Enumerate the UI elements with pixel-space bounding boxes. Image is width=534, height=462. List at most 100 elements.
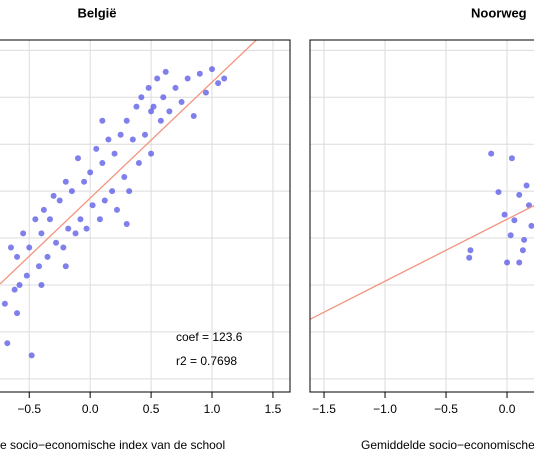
x-tick-label: −0.5	[17, 402, 41, 416]
point	[516, 259, 523, 266]
point	[56, 197, 63, 204]
point	[77, 216, 84, 223]
point	[53, 239, 60, 246]
point	[148, 108, 155, 115]
point	[148, 150, 155, 157]
point	[14, 253, 21, 260]
point	[172, 84, 179, 91]
point	[62, 178, 69, 185]
point	[507, 232, 514, 239]
point	[221, 75, 228, 82]
point	[209, 66, 216, 73]
point	[166, 108, 173, 115]
x-tick-label: −0.5	[434, 402, 458, 416]
point	[190, 113, 197, 120]
point	[523, 182, 530, 189]
point	[105, 136, 112, 143]
point	[202, 89, 209, 96]
x-tick-label: 1.5	[265, 402, 282, 416]
point	[162, 68, 169, 75]
point	[44, 253, 51, 260]
point	[501, 211, 508, 218]
point	[488, 150, 495, 157]
chart-title: België	[77, 5, 116, 20]
point	[126, 188, 133, 195]
point	[4, 340, 11, 347]
point	[14, 310, 21, 317]
point	[160, 94, 167, 101]
plot-area	[0, 40, 290, 392]
point	[74, 155, 81, 162]
point	[508, 155, 515, 162]
annotation: r2 = 0.7698	[176, 354, 237, 368]
point	[113, 206, 120, 213]
point	[516, 191, 523, 198]
plot-border	[0, 39, 291, 393]
point	[16, 281, 23, 288]
point	[23, 272, 30, 279]
point	[28, 352, 35, 359]
x-tick-label: −1.0	[373, 402, 397, 416]
point	[511, 217, 518, 224]
point	[135, 159, 142, 166]
point	[528, 222, 534, 229]
point	[72, 230, 79, 237]
plot-border	[309, 39, 534, 393]
x-axis-label: e socio−economische index van de school	[0, 438, 225, 452]
chart-title: Noorweg	[471, 5, 527, 20]
point	[46, 216, 53, 223]
point	[50, 192, 57, 199]
point	[117, 131, 124, 138]
point	[62, 263, 69, 270]
annotation: coef = 123.6	[176, 330, 243, 344]
point	[215, 80, 222, 87]
point	[495, 189, 502, 196]
point	[123, 220, 130, 227]
point	[467, 247, 474, 254]
point	[26, 244, 33, 251]
point	[35, 263, 42, 270]
point	[65, 225, 72, 232]
point	[178, 98, 185, 105]
point	[83, 225, 90, 232]
point	[145, 84, 152, 91]
point	[466, 254, 473, 261]
point	[89, 202, 96, 209]
x-tick-label: 0.5	[143, 402, 160, 416]
point	[87, 169, 94, 176]
point	[99, 117, 106, 124]
point	[157, 117, 164, 124]
x-tick-label: 0.0	[82, 402, 99, 416]
point	[133, 103, 140, 110]
point	[32, 216, 39, 223]
point	[38, 281, 45, 288]
point	[96, 216, 103, 223]
point	[101, 197, 108, 204]
point	[111, 150, 118, 157]
x-tick-label: 0.0	[499, 402, 516, 416]
point	[7, 244, 14, 251]
point	[38, 230, 45, 237]
x-tick-label: 1.0	[204, 402, 221, 416]
point	[138, 94, 145, 101]
point	[81, 178, 88, 185]
trend-line	[310, 204, 534, 320]
trend-line	[0, 40, 258, 285]
point	[68, 188, 75, 195]
point	[184, 75, 191, 82]
point	[1, 300, 8, 307]
point	[519, 247, 526, 254]
point	[504, 259, 511, 266]
plot-area	[310, 40, 534, 392]
point	[11, 286, 18, 293]
point	[40, 206, 47, 213]
point	[109, 188, 116, 195]
point	[121, 174, 128, 181]
x-tick-label: −1.5	[312, 402, 336, 416]
point	[150, 103, 157, 110]
point	[99, 159, 106, 166]
point	[93, 145, 100, 152]
point	[521, 236, 528, 243]
